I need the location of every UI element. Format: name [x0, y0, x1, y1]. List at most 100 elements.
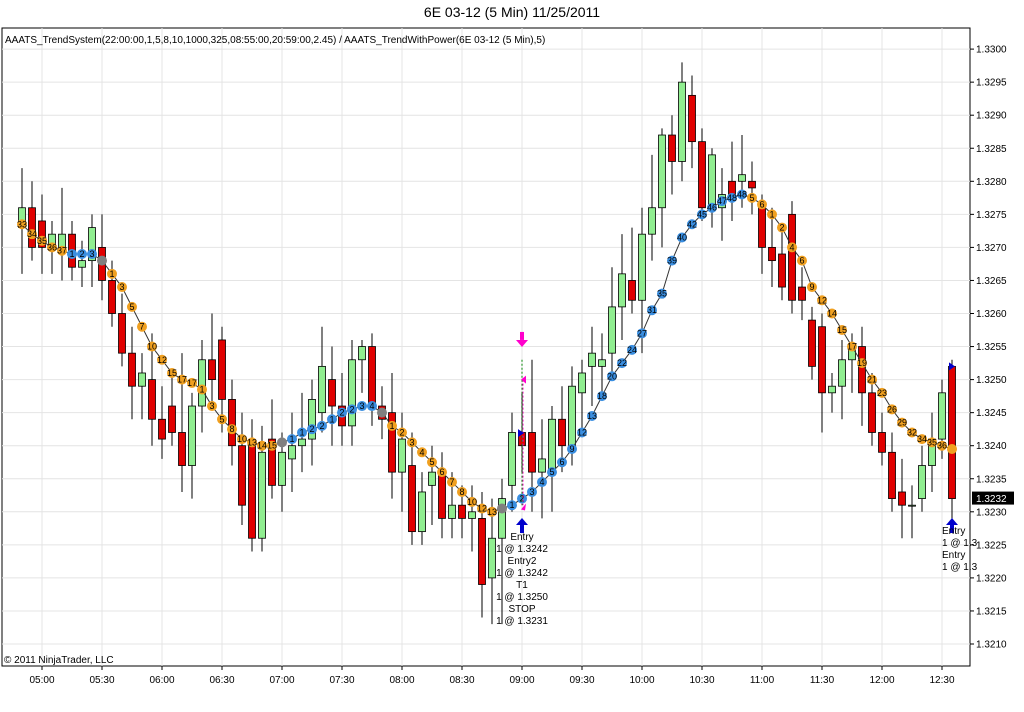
trend-dot-label: 17: [847, 342, 857, 352]
trend-dot: [837, 325, 847, 336]
candle-down: [758, 207, 766, 248]
trend-dot-label: 5: [749, 193, 754, 203]
y-tick-label: 1.3230: [976, 507, 1007, 518]
trend-dot: [897, 417, 907, 428]
trend-dot-label: 2: [519, 494, 524, 504]
candle-down: [148, 379, 156, 420]
x-tick-label: 06:00: [149, 675, 174, 686]
trend-dot-label: 1: [769, 209, 774, 219]
trend-dot: [807, 282, 817, 293]
trend-dot-label: 17: [187, 378, 197, 388]
trend-dot-label: 34: [27, 229, 37, 239]
candle-up: [278, 451, 286, 486]
candle-down: [108, 280, 116, 314]
last-price-bg: [972, 491, 1014, 505]
candle-down: [858, 346, 866, 394]
trend-dot: [447, 477, 457, 488]
trend-dot-label: 9: [809, 282, 814, 292]
trend-dot-label: 5: [129, 302, 134, 312]
y-tick-label: 1.3240: [976, 441, 1007, 452]
candle-up: [828, 385, 836, 394]
candle-up: [538, 458, 546, 473]
y-tick-label: 1.3215: [976, 606, 1007, 617]
trend-dot-label: 1: [509, 500, 514, 510]
y-tick-label: 1.3235: [976, 474, 1007, 485]
trend-dot: [777, 222, 787, 233]
trend-dot-label: 3: [89, 249, 94, 259]
entry-marker: [518, 429, 524, 438]
trend-dot: [787, 242, 797, 253]
trend-line-layer: [21, 193, 953, 513]
candle-up: [468, 511, 476, 519]
candle-up: [348, 359, 356, 427]
x-tick-label: 08:30: [449, 675, 474, 686]
trend-dot-label: 34: [917, 434, 927, 444]
candle-down: [778, 253, 786, 288]
trend-dot: [487, 506, 497, 517]
trend-dot: [57, 245, 67, 256]
trend-dot: [157, 354, 167, 365]
trend-dot-label: 13: [247, 437, 257, 447]
x-tick-label: 10:30: [689, 675, 714, 686]
candle-down: [368, 346, 376, 407]
candle-down: [28, 207, 36, 248]
trend-dot: [117, 282, 127, 293]
trend-dot-label: 27: [637, 328, 647, 338]
trend-dot-label: 6: [559, 457, 564, 467]
trend-dot: [427, 457, 437, 468]
trend-dot-label: 21: [867, 375, 877, 385]
candle-down: [788, 213, 796, 301]
x-tick-label: 12:00: [869, 675, 894, 686]
x-tick-label: 11:30: [810, 675, 835, 686]
trend-dot: [757, 199, 767, 210]
trend-dot-label: 10: [147, 342, 157, 352]
candle-down: [478, 518, 486, 585]
trend-dot: [657, 288, 667, 299]
candle-up: [488, 537, 496, 579]
trend-dot: [267, 440, 277, 451]
candle-down: [128, 352, 136, 387]
indicator-label: AAATS_TrendSystem(22:00:00,1,5,8,10,1000…: [5, 35, 545, 46]
candle-up: [638, 233, 646, 301]
trend-dot: [717, 196, 727, 207]
trend-dot-label: 3: [409, 437, 414, 447]
candle-down: [888, 451, 896, 499]
trade1-annotation-line: Entry: [510, 532, 533, 543]
trend-dot-label: 9: [569, 444, 574, 454]
trend-dot: [217, 414, 227, 425]
candle-down: [628, 280, 636, 301]
x-tick-label: 05:30: [89, 675, 114, 686]
candle-down: [168, 405, 176, 433]
trend-dot-label: 14: [257, 441, 267, 451]
trend-dot: [387, 420, 397, 431]
trend-dot: [547, 467, 557, 478]
trend-dot: [567, 444, 577, 455]
trend-dot: [227, 424, 237, 435]
trend-dot-label: 1: [69, 249, 74, 259]
trend-dot-label: 5: [429, 457, 434, 467]
trade1-annotation-line: STOP: [508, 604, 535, 615]
trend-dot: [507, 500, 517, 511]
candle-up: [548, 418, 556, 473]
trend-dot-label: 22: [617, 358, 627, 368]
candle-down: [878, 432, 886, 453]
candle-up: [598, 359, 606, 367]
trade1-annotation-line: T1: [516, 580, 528, 591]
trade1-annotation-line: 1 @ 1.3242: [496, 544, 548, 555]
candle-up: [648, 207, 656, 235]
candle-up: [88, 227, 96, 262]
trend-dot: [727, 192, 737, 203]
candle-down: [208, 359, 216, 380]
trend-dot: [467, 496, 477, 507]
trend-dot: [927, 437, 937, 448]
trend-dot: [77, 249, 87, 260]
trend-dot-label: 4: [369, 401, 374, 411]
y-axis: 1.3300 1.3295 1.3290 1.3285 1.3280 1.3275 1.32…: [970, 45, 1007, 651]
trend-dot: [857, 358, 867, 369]
trend-dot-label: 15: [267, 441, 277, 451]
trend-dot: [887, 404, 897, 415]
trend-dot-label: 47: [717, 196, 727, 206]
candle-down: [668, 134, 676, 162]
trend-dot-label: 31: [647, 305, 657, 315]
